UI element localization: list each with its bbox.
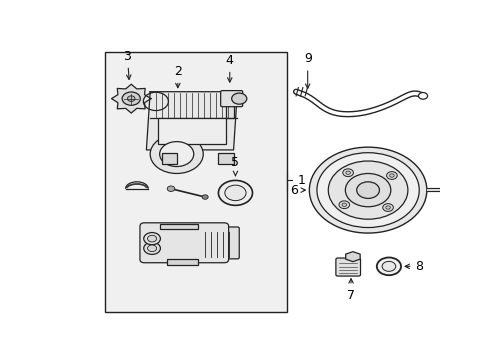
Circle shape bbox=[342, 169, 353, 177]
Text: 9: 9 bbox=[303, 52, 311, 88]
Circle shape bbox=[345, 174, 390, 207]
Circle shape bbox=[147, 235, 156, 242]
FancyBboxPatch shape bbox=[220, 91, 242, 107]
Bar bbox=[158, 118, 225, 144]
Circle shape bbox=[338, 201, 349, 208]
Circle shape bbox=[143, 233, 160, 245]
Text: 6: 6 bbox=[289, 184, 305, 197]
Bar bbox=[161, 153, 176, 164]
Circle shape bbox=[309, 147, 426, 233]
Bar bbox=[167, 260, 197, 265]
Circle shape bbox=[418, 93, 427, 99]
Text: 7: 7 bbox=[346, 279, 354, 302]
Circle shape bbox=[150, 135, 203, 174]
Bar bbox=[104, 51, 286, 312]
Bar bbox=[218, 153, 233, 164]
Circle shape bbox=[386, 172, 396, 179]
Circle shape bbox=[356, 182, 379, 198]
Polygon shape bbox=[345, 252, 360, 262]
Circle shape bbox=[143, 242, 160, 255]
Text: 3: 3 bbox=[123, 50, 131, 80]
Circle shape bbox=[389, 174, 393, 177]
Circle shape bbox=[316, 153, 418, 228]
Text: 4: 4 bbox=[225, 54, 233, 82]
Circle shape bbox=[167, 186, 175, 192]
Circle shape bbox=[143, 92, 168, 111]
FancyBboxPatch shape bbox=[201, 227, 239, 259]
Bar bbox=[225, 104, 234, 118]
Circle shape bbox=[341, 203, 346, 206]
Circle shape bbox=[382, 204, 392, 211]
Circle shape bbox=[224, 185, 245, 201]
Circle shape bbox=[147, 245, 156, 252]
Circle shape bbox=[159, 141, 193, 167]
Circle shape bbox=[381, 261, 395, 271]
Bar bbox=[159, 224, 197, 229]
Polygon shape bbox=[111, 84, 151, 113]
FancyBboxPatch shape bbox=[140, 223, 228, 263]
Circle shape bbox=[218, 180, 252, 205]
Text: 5: 5 bbox=[231, 156, 239, 176]
FancyBboxPatch shape bbox=[335, 258, 360, 276]
Circle shape bbox=[231, 93, 246, 104]
Polygon shape bbox=[146, 92, 237, 150]
Circle shape bbox=[122, 92, 140, 105]
Text: 2: 2 bbox=[174, 65, 182, 88]
Text: 1: 1 bbox=[297, 174, 305, 187]
Text: 8: 8 bbox=[404, 260, 423, 273]
Circle shape bbox=[376, 257, 400, 275]
Circle shape bbox=[385, 206, 389, 209]
Circle shape bbox=[202, 195, 208, 199]
Circle shape bbox=[127, 96, 135, 102]
Circle shape bbox=[345, 171, 350, 174]
Circle shape bbox=[327, 161, 407, 219]
